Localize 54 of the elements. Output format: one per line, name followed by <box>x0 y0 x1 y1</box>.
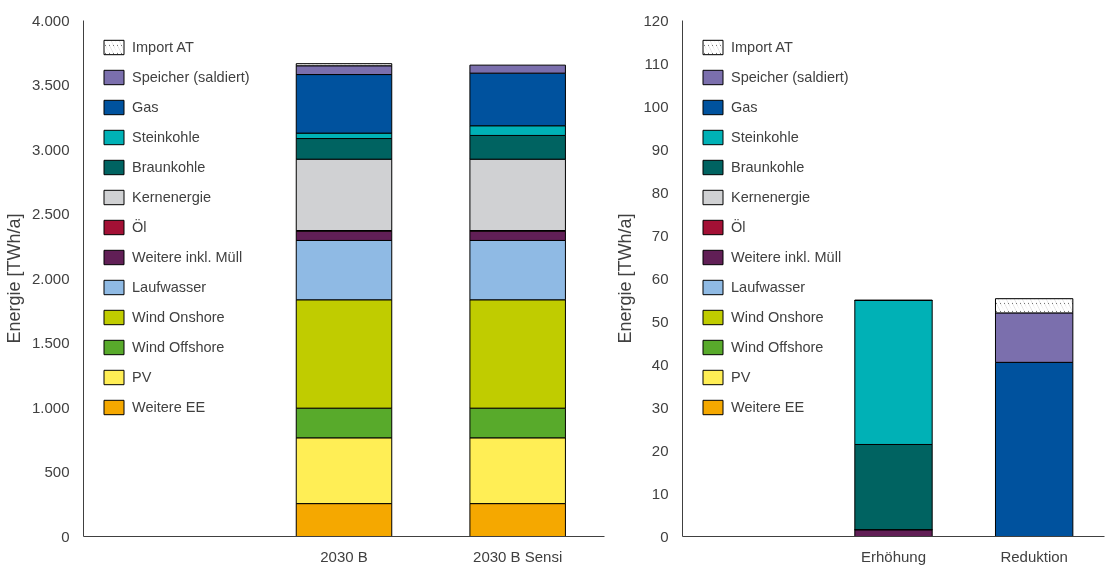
legend-label: Öl <box>132 219 148 235</box>
legend-label: PV <box>132 369 152 385</box>
legend-label: Kernenergie <box>132 189 211 205</box>
legend-label: PV <box>731 369 751 385</box>
y-tick-label: 100 <box>643 97 669 115</box>
y-tick-label: 1.000 <box>31 398 70 416</box>
y-axis-title: Energie [TWh/a] <box>615 213 636 344</box>
x-tick-label: Erhöhung <box>860 547 927 565</box>
legend-label: Weitere inkl. Müll <box>731 249 842 265</box>
legend-label: Braunkohle <box>132 159 206 175</box>
x-tick-label: 2030 B Sensi <box>473 547 563 565</box>
legend-label: Speicher (saldiert) <box>731 69 849 85</box>
y-tick-label: 40 <box>651 355 669 373</box>
y-tick-label: 110 <box>644 54 669 72</box>
legend-label: Weitere inkl. Müll <box>132 249 243 265</box>
legend-label: Gas <box>731 99 758 115</box>
legend-label: Laufwasser <box>132 279 207 295</box>
y-tick-label: 50 <box>651 312 669 330</box>
y-tick-label: 10 <box>651 484 669 502</box>
legend-label: Speicher (saldiert) <box>132 69 250 85</box>
y-tick-label: 3.500 <box>31 76 70 93</box>
y-tick-label: 70 <box>651 226 669 244</box>
legend-label: Braunkohle <box>731 159 805 175</box>
y-tick-label: 2.000 <box>31 269 70 287</box>
legend-label: Wind Offshore <box>731 339 824 355</box>
legend-label: Import AT <box>132 39 194 55</box>
y-tick-label: 0 <box>61 527 70 545</box>
x-tick-label: 2030 B <box>320 547 368 565</box>
legend-label: Laufwasser <box>731 279 806 295</box>
legend-label: Weitere EE <box>132 399 206 415</box>
legend-label: Wind Onshore <box>731 309 824 325</box>
legend-label: Weitere EE <box>731 399 805 415</box>
y-tick-label: 500 <box>44 463 70 480</box>
legend-label: Wind Onshore <box>132 309 225 325</box>
legend-label: Import AT <box>731 39 793 55</box>
y-tick-label: 80 <box>651 183 669 201</box>
y-axis-title: Energie [TWh/a] <box>3 213 24 344</box>
y-tick-label: 30 <box>651 398 669 416</box>
legend-label: Kernenergie <box>731 189 810 205</box>
legend-label: Steinkohle <box>731 129 799 145</box>
y-tick-label: 20 <box>651 441 669 459</box>
y-tick-label: 90 <box>651 140 669 158</box>
x-tick-label: Reduktion <box>1000 547 1068 565</box>
y-tick-label: 120 <box>643 11 669 29</box>
y-tick-label: 60 <box>651 269 669 287</box>
legend-label: Wind Offshore <box>132 339 225 355</box>
y-tick-label: 3.000 <box>31 140 70 158</box>
legend-label: Steinkohle <box>132 129 200 145</box>
legend-label: Gas <box>132 99 159 115</box>
y-tick-label: 0 <box>660 527 669 545</box>
y-tick-label: 1.500 <box>31 334 70 351</box>
y-tick-label: 2.500 <box>31 205 70 222</box>
y-tick-label: 4.000 <box>31 11 70 29</box>
legend-label: Öl <box>731 219 747 235</box>
